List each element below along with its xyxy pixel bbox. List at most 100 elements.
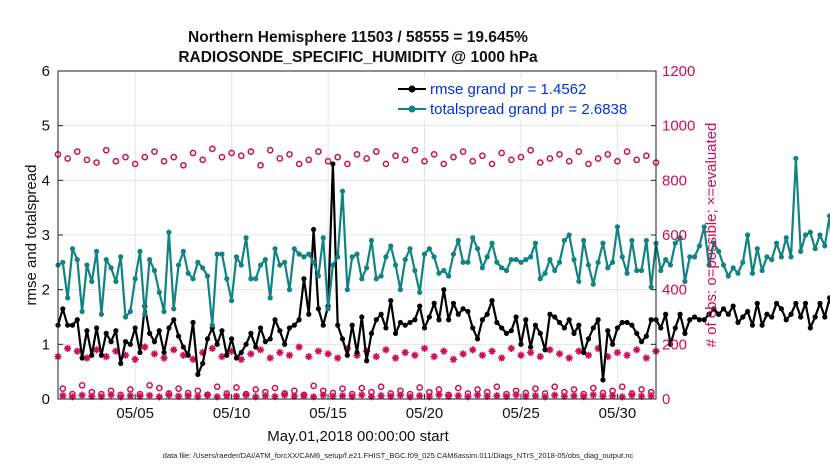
obs-evaluated-stroke [585, 352, 592, 359]
obs-evaluated-stroke [185, 392, 192, 399]
obs-evaluated-marker [141, 343, 149, 351]
totalspread-point [725, 273, 731, 279]
totalspread-point [233, 254, 240, 260]
obs-evaluated-stroke [132, 356, 139, 363]
totalspread-point [397, 287, 404, 293]
obs-possible-marker [155, 384, 163, 392]
totalspread-point [98, 311, 105, 317]
obs-evaluated-stroke [93, 346, 100, 353]
obs-evaluated-marker [102, 353, 110, 361]
rmse-point [310, 226, 317, 233]
obs-possible-marker [392, 152, 399, 160]
obs-evaluated-stroke [305, 353, 312, 360]
totalspread-point [262, 257, 268, 263]
obs-possible-marker [233, 384, 240, 391]
obs-possible-marker [151, 148, 158, 155]
obs-evaluated-marker [59, 392, 67, 400]
rmse-point [634, 330, 640, 336]
obs-evaluated-marker [430, 353, 438, 361]
obs-possible-marker [411, 146, 419, 154]
totalspread-point [716, 248, 722, 254]
totalspread-point [402, 257, 408, 263]
obs-evaluated-stroke [532, 392, 539, 399]
totalspread-point [585, 262, 592, 268]
rmse-point [151, 339, 158, 345]
rmse-point [262, 339, 268, 345]
rmse-point [682, 330, 688, 336]
obs-evaluated-stroke [464, 393, 472, 400]
totalspread-point [65, 295, 71, 301]
rmse-point [537, 330, 543, 336]
obs-evaluated-stroke [493, 392, 500, 399]
rmse-point [489, 298, 495, 304]
rmse-point [426, 314, 432, 320]
obs-possible-marker [363, 155, 370, 162]
totalspread-point [571, 257, 577, 263]
obs-possible-marker [638, 386, 645, 393]
obs-possible-marker [228, 149, 235, 157]
obs-evaluated-stroke [218, 353, 226, 360]
obs-possible-marker [271, 384, 279, 392]
totalspread-point [503, 267, 510, 274]
obs-evaluated-marker [469, 346, 477, 354]
obs-possible-marker [527, 146, 534, 154]
legend-totalspread-label: totalspread grand pr = 2.6838 [430, 101, 627, 118]
rmse-point [238, 349, 244, 356]
obs-evaluated-marker [358, 391, 366, 399]
totalspread-point [161, 308, 167, 315]
totalspread-point [349, 254, 355, 260]
rmse-point [706, 311, 712, 317]
legend: rmse grand pr = 1.4562 totalspread grand… [393, 78, 655, 120]
obs-evaluated-marker [256, 346, 265, 354]
totalspread-point [542, 270, 548, 276]
rmse-point [421, 325, 428, 331]
totalspread-point [267, 295, 273, 301]
obs-evaluated-marker [623, 351, 631, 359]
obs-possible-marker [570, 386, 578, 393]
obs-possible-marker [623, 148, 631, 155]
rmse-point [769, 314, 775, 320]
rmse-point [581, 349, 587, 356]
obs-possible-marker [575, 148, 583, 155]
obs-evaluated-marker [565, 354, 573, 362]
rmse-point [455, 311, 461, 317]
obs-possible-marker [122, 153, 129, 161]
obs-evaluated-marker [628, 391, 636, 399]
obs-evaluated-stroke [141, 343, 148, 351]
totalspread-point [426, 246, 432, 252]
obs-evaluated-stroke [368, 393, 375, 400]
obs-evaluated-marker [527, 348, 535, 357]
obs-evaluated-marker [449, 355, 458, 363]
totalspread-point [450, 251, 457, 257]
obs-evaluated-marker [493, 392, 501, 400]
obs-possible-marker [213, 383, 221, 391]
totalspread-point [436, 270, 442, 276]
rmse-point [494, 319, 500, 326]
totalspread-point [619, 254, 625, 260]
rmse-point [118, 360, 124, 367]
obs-count-markers [54, 145, 660, 401]
totalspread-point [354, 251, 360, 257]
totalspread-point [185, 270, 191, 276]
obs-evaluated-marker [647, 392, 655, 400]
obs-evaluated-marker [160, 354, 168, 362]
rmse-point [648, 317, 654, 323]
obs-evaluated-stroke [117, 393, 124, 400]
obs-evaluated-stroke [170, 346, 177, 353]
obs-evaluated-marker [165, 391, 173, 399]
tick-label-left: 3 [42, 227, 50, 244]
rmse-point [822, 314, 828, 320]
rmse-point [658, 325, 664, 331]
tick-label-right: 400 [662, 282, 687, 299]
tick-label-right: 0 [662, 391, 670, 408]
obs-evaluated-stroke [98, 393, 105, 400]
rmse-point [725, 311, 731, 317]
obs-evaluated-marker [580, 392, 588, 401]
obs-evaluated-marker [300, 392, 308, 400]
rmse-point [503, 330, 510, 336]
obs-evaluated-stroke [541, 393, 549, 400]
obs-evaluated-stroke [522, 393, 529, 400]
obs-possible-marker [614, 157, 621, 165]
rmse-point [629, 322, 635, 328]
rmse-point [812, 314, 818, 320]
